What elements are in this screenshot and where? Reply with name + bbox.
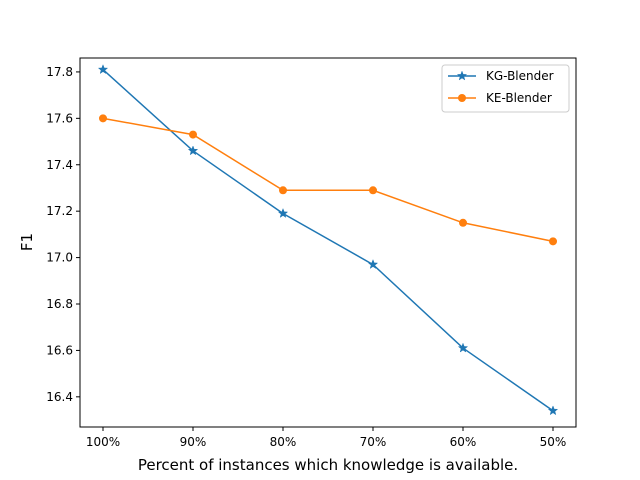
data-point-ke-blender xyxy=(189,130,197,139)
x-tick-label: 100% xyxy=(86,435,120,449)
x-tick-label: 90% xyxy=(180,435,207,449)
legend: KG-Blender KE-Blender xyxy=(441,64,570,113)
y-tick-label: 16.4 xyxy=(46,390,73,404)
data-point-kg-blender xyxy=(547,405,559,416)
data-point-kg-blender xyxy=(277,207,289,218)
x-tick-label: 60% xyxy=(450,435,477,449)
data-point-ke-blender xyxy=(279,186,287,195)
data-point-ke-blender xyxy=(549,237,557,246)
series-line-ke-blender xyxy=(102,117,554,243)
legend-swatch-marker xyxy=(458,94,466,102)
data-point-kg-blender xyxy=(187,145,199,156)
legend-swatch-marker xyxy=(456,70,468,81)
data-point-ke-blender xyxy=(369,186,377,195)
x-axis-title: Percent of instances which knowledge is … xyxy=(138,456,518,474)
data-point-kg-blender xyxy=(457,342,469,353)
plot-frame xyxy=(79,57,577,428)
data-point-ke-blender xyxy=(99,114,107,123)
legend-label: KE-Blender xyxy=(486,91,552,105)
series-line-kg-blender xyxy=(102,69,554,412)
y-tick-label: 17.6 xyxy=(46,111,73,125)
y-tick-label: 17.4 xyxy=(46,158,73,172)
y-tick-label: 17.8 xyxy=(46,65,73,79)
legend-item-kg-blender: KG-Blender xyxy=(448,69,554,83)
y-axis-title: F1 xyxy=(18,233,36,251)
y-axis-ticks: 16.4 16.6 16.8 17.0 17.2 17.4 17.6 17.8 xyxy=(46,65,80,404)
legend-item-ke-blender: KE-Blender xyxy=(448,91,552,105)
series-ke-blender xyxy=(99,114,557,246)
x-tick-label: 80% xyxy=(270,435,297,449)
y-tick-label: 17.2 xyxy=(46,204,73,218)
series-kg-blender xyxy=(97,64,559,416)
x-tick-label: 70% xyxy=(360,435,387,449)
x-tick-label: 50% xyxy=(540,435,567,449)
data-point-kg-blender xyxy=(367,259,379,270)
data-point-ke-blender xyxy=(459,218,467,227)
y-tick-label: 16.6 xyxy=(46,343,73,357)
legend-label: KG-Blender xyxy=(486,69,554,83)
y-tick-label: 17.0 xyxy=(46,251,73,265)
x-axis-ticks: 100% 90% 80% 70% 60% 50% xyxy=(86,427,566,449)
series-layer xyxy=(97,64,559,416)
y-tick-label: 16.8 xyxy=(46,297,73,311)
data-point-kg-blender xyxy=(97,64,109,75)
